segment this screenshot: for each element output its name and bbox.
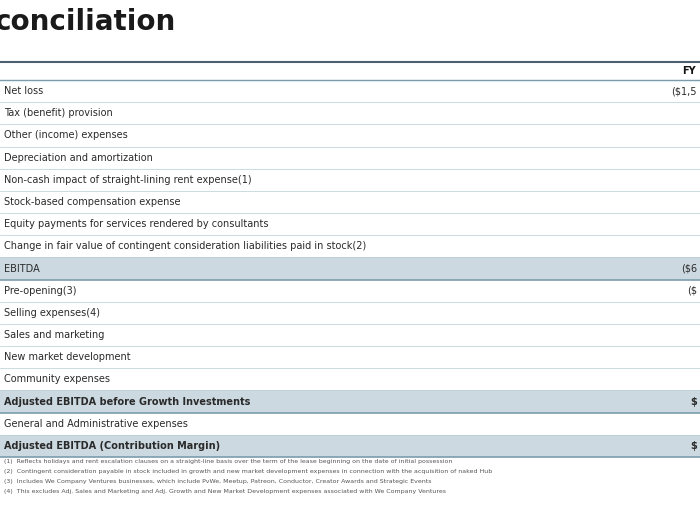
Text: $: $: [690, 396, 697, 406]
Text: ($6: ($6: [681, 264, 697, 274]
Text: Sales and marketing: Sales and marketing: [4, 330, 104, 340]
Text: Equity payments for services rendered by consultants: Equity payments for services rendered by…: [4, 219, 269, 229]
Bar: [0, 324, 700, 346]
Text: conciliation: conciliation: [0, 8, 176, 36]
Bar: [0, 280, 700, 302]
Text: (4)  This excludes Adj. Sales and Marketing and Adj. Growth and New Market Devel: (4) This excludes Adj. Sales and Marketi…: [4, 489, 446, 494]
Text: Non-cash impact of straight-lining rent expense(1): Non-cash impact of straight-lining rent …: [4, 175, 251, 185]
Text: Net loss: Net loss: [4, 86, 43, 96]
Text: Selling expenses(4): Selling expenses(4): [4, 308, 100, 318]
Bar: [0, 391, 700, 413]
Bar: [0, 346, 700, 369]
Bar: [0, 435, 700, 457]
Text: Adjusted EBITDA before Growth Investments: Adjusted EBITDA before Growth Investment…: [4, 396, 251, 406]
Bar: [0, 124, 700, 146]
Text: New market development: New market development: [4, 352, 131, 362]
Bar: [0, 413, 700, 435]
Text: (2)  Contingent consideration payable in stock included in growth and new market: (2) Contingent consideration payable in …: [4, 469, 492, 474]
Text: Tax (benefit) provision: Tax (benefit) provision: [4, 108, 113, 118]
Text: Pre-opening(3): Pre-opening(3): [4, 286, 76, 296]
Bar: [0, 102, 700, 124]
Text: $: $: [690, 441, 697, 451]
Bar: [0, 191, 700, 213]
Text: General and Administrative expenses: General and Administrative expenses: [4, 419, 188, 429]
Text: Adjusted EBITDA (Contribution Margin): Adjusted EBITDA (Contribution Margin): [4, 441, 220, 451]
Text: Depreciation and amortization: Depreciation and amortization: [4, 153, 153, 163]
Text: Stock-based compensation expense: Stock-based compensation expense: [4, 197, 181, 207]
Bar: [0, 213, 700, 235]
Bar: [0, 169, 700, 191]
Text: (3)  Includes We Company Ventures businesses, which include PvWe, Meetup, Patreo: (3) Includes We Company Ventures busines…: [4, 479, 431, 484]
Text: Community expenses: Community expenses: [4, 374, 110, 384]
Bar: [0, 257, 700, 280]
Bar: [0, 302, 700, 324]
Text: (1)  Reflects holidays and rent escalation clauses on a straight-line basis over: (1) Reflects holidays and rent escalatio…: [4, 459, 452, 464]
Text: ($1,5: ($1,5: [671, 86, 697, 96]
Text: EBITDA: EBITDA: [4, 264, 40, 274]
Text: ($: ($: [687, 286, 697, 296]
Text: FY: FY: [682, 66, 696, 76]
Bar: [0, 80, 700, 102]
Text: Other (income) expenses: Other (income) expenses: [4, 130, 127, 141]
Bar: [0, 146, 700, 169]
Bar: [0, 369, 700, 391]
Bar: [0, 235, 700, 257]
Text: Change in fair value of contingent consideration liabilities paid in stock(2): Change in fair value of contingent consi…: [4, 242, 366, 251]
